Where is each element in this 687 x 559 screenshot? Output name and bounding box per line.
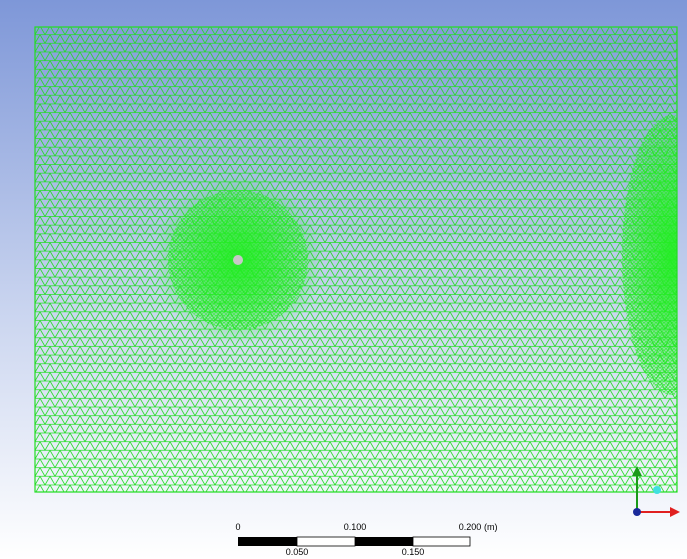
scale-label: 0.050 bbox=[286, 547, 309, 557]
cylinder bbox=[233, 255, 243, 265]
scale-unit: (m) bbox=[484, 522, 498, 532]
mesh bbox=[35, 27, 687, 492]
scale-label: 0 bbox=[235, 522, 240, 532]
scale-label: 0.100 bbox=[344, 522, 367, 532]
scale-label: 0.150 bbox=[402, 547, 425, 557]
scale-label: 0.200 bbox=[459, 522, 482, 532]
viewport: 0 0.100 0.200 (m) 0.050 0.150 bbox=[0, 0, 687, 559]
